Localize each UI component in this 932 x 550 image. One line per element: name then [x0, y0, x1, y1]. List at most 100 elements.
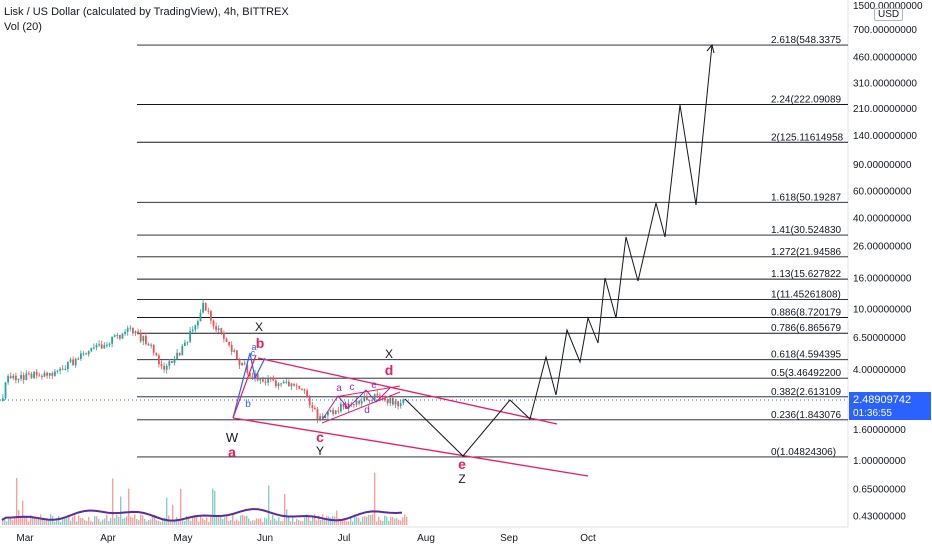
candle	[155, 352, 158, 356]
candle	[386, 399, 389, 404]
candle	[165, 365, 168, 370]
fib-level-label: 2.618(548.3375	[771, 35, 842, 46]
volume-bar	[164, 518, 166, 525]
candle	[82, 353, 85, 355]
price-tick-label: 4.00000000	[853, 365, 906, 376]
volume-bar	[348, 521, 350, 525]
candle	[230, 344, 233, 352]
volume-bar	[392, 517, 394, 525]
candle	[324, 415, 327, 419]
wave-label: d	[385, 362, 394, 378]
volume-bar	[78, 515, 80, 525]
candle	[259, 379, 262, 381]
candle	[197, 321, 199, 326]
volume-bar	[142, 515, 144, 525]
candle	[17, 378, 20, 381]
candle	[77, 358, 80, 360]
candle	[116, 334, 119, 336]
candle	[100, 344, 103, 349]
candle	[345, 406, 347, 409]
current-price-tag	[849, 391, 931, 420]
volume-bar	[258, 518, 260, 525]
candle	[43, 372, 46, 377]
candle	[186, 341, 189, 343]
currency-label[interactable]: USD	[874, 8, 904, 21]
price-tick-label: 26.00000000	[853, 242, 912, 253]
volume-bar	[240, 515, 242, 525]
candle	[35, 371, 38, 376]
volume-bar	[352, 521, 354, 525]
candle	[90, 347, 93, 352]
volume-bar	[2, 518, 4, 525]
candle	[72, 359, 74, 366]
volume-bar	[342, 520, 344, 525]
candle	[4, 382, 7, 399]
triangle-lower-line	[321, 391, 401, 424]
volume-bar	[210, 517, 212, 525]
candle	[111, 336, 113, 344]
volume-bar	[254, 520, 256, 525]
volume-bar	[132, 517, 134, 525]
candle	[178, 352, 181, 356]
volume-bar	[150, 519, 152, 525]
volume-bar	[76, 521, 78, 525]
candle	[272, 379, 275, 381]
volume-bar	[98, 519, 100, 525]
candle	[12, 375, 15, 379]
volume-bar	[42, 518, 44, 525]
volume-bar	[116, 514, 118, 525]
volume-indicator-label[interactable]: Vol (20)	[4, 21, 42, 33]
price-axis-top-value: 1500.00000000	[853, 1, 923, 12]
fib-level-label: 1.618(50.19287	[771, 192, 842, 203]
volume-bar	[30, 514, 32, 525]
price-tick-label: 210.00000000	[853, 104, 917, 115]
price-tick-label: 10.00000000	[853, 305, 912, 316]
candle	[269, 378, 272, 380]
volume-bar	[108, 521, 110, 525]
volume-bar	[112, 478, 114, 525]
price-tick-label: 0.65000000	[853, 484, 906, 495]
wave-label: Z	[458, 472, 465, 486]
candle	[267, 378, 269, 383]
volume-bar	[256, 518, 258, 525]
volume-bar	[292, 516, 294, 525]
volume-bar	[192, 515, 194, 525]
candle	[134, 331, 137, 334]
price-tick-label: 6.50000000	[853, 333, 906, 344]
volume-bar	[262, 521, 264, 525]
wave-label: d	[364, 405, 370, 416]
candle	[373, 394, 376, 400]
price-tick-label: 1.60000000	[853, 425, 906, 436]
volume-bar	[284, 493, 286, 525]
volume-bar	[86, 520, 88, 525]
volume-bar	[198, 521, 200, 525]
volume-bar	[212, 488, 214, 525]
volume-bar	[34, 516, 36, 525]
candle	[233, 350, 236, 352]
volume-bar	[346, 521, 348, 525]
candle	[293, 383, 295, 386]
volume-bar	[128, 488, 130, 525]
candle	[129, 327, 132, 329]
candle	[256, 373, 259, 381]
volume-bar	[280, 521, 282, 525]
candle	[397, 401, 399, 407]
candle	[30, 374, 33, 378]
fib-level-label: 1.41(30.524830	[771, 225, 842, 236]
volume-bar	[388, 520, 390, 525]
volume-bar	[330, 517, 332, 525]
price-tick-label: 16.00000000	[853, 274, 912, 285]
volume-bar	[350, 517, 352, 525]
candle	[217, 328, 220, 330]
candle	[246, 364, 249, 373]
volume-bar	[340, 519, 342, 525]
candle	[181, 345, 184, 356]
candle	[225, 338, 228, 342]
volume-bar	[48, 519, 50, 525]
channel-upper-line	[257, 357, 558, 425]
candle	[7, 376, 9, 383]
volume-bar	[308, 516, 310, 525]
wave-label: c	[350, 382, 355, 393]
candle	[41, 375, 43, 377]
